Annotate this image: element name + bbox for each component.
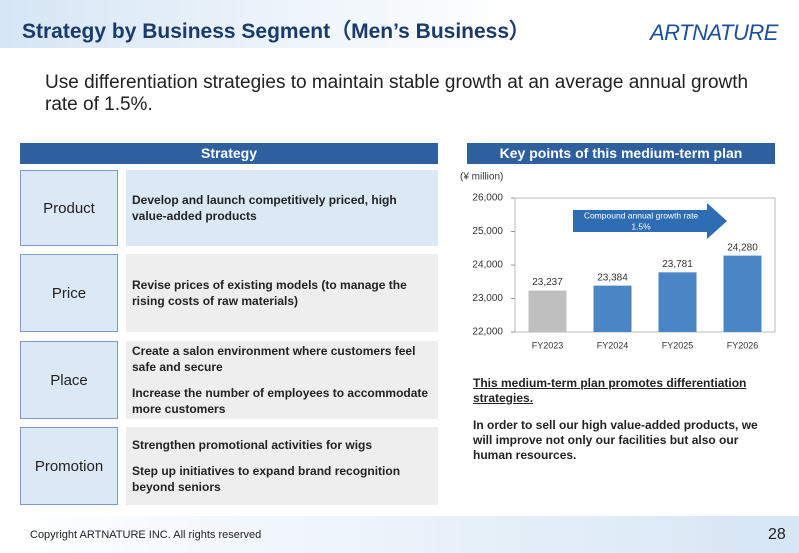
bar — [593, 285, 632, 332]
footer-band — [0, 516, 799, 553]
y-tick-label: 22,000 — [472, 327, 503, 338]
y-tick-label: 24,000 — [472, 260, 503, 271]
row-item: Develop and launch competitively priced,… — [132, 193, 397, 223]
row-label: Price — [20, 254, 118, 332]
logo: ARTNATURE — [650, 20, 778, 45]
title: Strategy by Business Segment（Men’s Busin… — [22, 20, 531, 43]
value-label: 23,237 — [532, 277, 563, 288]
y-tick-label: 26,000 — [472, 193, 503, 204]
x-tick-label: FY2025 — [662, 340, 694, 350]
row-content: Create a salon environment where custome… — [126, 341, 438, 419]
annotation: 1.5% — [631, 221, 651, 231]
row-item: Revise prices of existing models (to man… — [132, 278, 407, 308]
key-points-heading: Key points of this medium-term plan — [467, 143, 775, 164]
strategy-heading: Strategy — [20, 143, 438, 164]
x-tick-label: FY2024 — [597, 340, 629, 350]
value-label: 24,280 — [727, 242, 758, 253]
x-tick-label: FY2023 — [532, 340, 564, 350]
bar — [723, 255, 762, 332]
lead: Use differentiation strategies to mainta… — [45, 72, 749, 115]
annotation: Compound annual growth rate — [584, 210, 699, 220]
row-label: Promotion — [20, 427, 118, 505]
bar — [658, 272, 697, 332]
x-tick-label: FY2026 — [727, 340, 759, 350]
arrow — [573, 203, 727, 239]
unit-label: (¥ million) — [460, 172, 503, 183]
value-label: 23,781 — [662, 259, 693, 270]
y-tick-label: 25,000 — [472, 226, 503, 237]
row-label: Place — [20, 341, 118, 419]
header-band — [0, 0, 520, 48]
row-item: Step up initiatives to expand brand reco… — [132, 464, 401, 494]
row-label: Product — [20, 170, 118, 246]
value-label: 23,384 — [597, 272, 628, 283]
row-item: Strengthen promotional activities for wi… — [132, 438, 373, 452]
copyright: Copyright ARTNATURE INC. All rights rese… — [30, 529, 262, 541]
row-item: Increase the number of employees to acco… — [132, 386, 429, 416]
body: In order to sell our high value-added pr… — [473, 418, 758, 462]
row-item: Create a salon environment where custome… — [132, 344, 416, 374]
row-content: Strengthen promotional activities for wi… — [126, 427, 438, 505]
note: This medium-term plan promotes different… — [473, 376, 747, 405]
row-content: Revise prices of existing models (to man… — [126, 254, 438, 332]
y-tick-label: 23,000 — [472, 293, 503, 304]
row-content: Develop and launch competitively priced,… — [126, 170, 438, 246]
page-number: 28 — [768, 526, 786, 543]
chart: (¥ million) 22,000 23,000 24,000 25,000 26,0… — [460, 172, 776, 350]
bar — [528, 290, 567, 332]
